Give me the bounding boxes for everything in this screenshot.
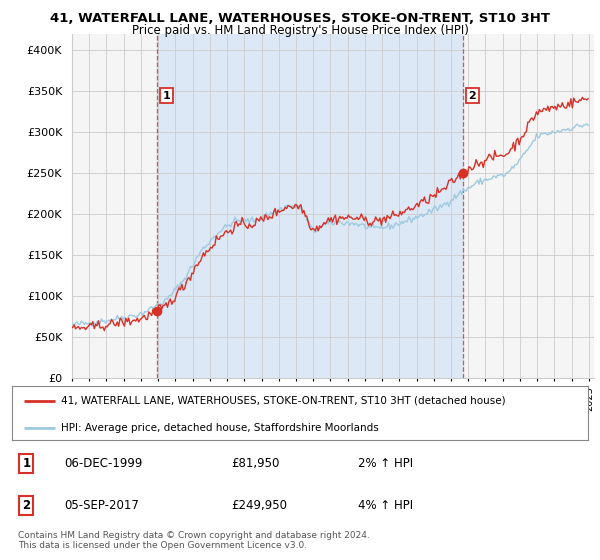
Text: Price paid vs. HM Land Registry's House Price Index (HPI): Price paid vs. HM Land Registry's House … <box>131 24 469 36</box>
Text: £81,950: £81,950 <box>231 457 279 470</box>
Text: 2: 2 <box>469 91 476 101</box>
Text: 2% ↑ HPI: 2% ↑ HPI <box>358 457 413 470</box>
Text: HPI: Average price, detached house, Staffordshire Moorlands: HPI: Average price, detached house, Staf… <box>61 423 379 433</box>
Text: 1: 1 <box>22 457 31 470</box>
Text: 1: 1 <box>163 91 170 101</box>
Text: 06-DEC-1999: 06-DEC-1999 <box>64 457 142 470</box>
Text: £249,950: £249,950 <box>231 499 287 512</box>
Text: 41, WATERFALL LANE, WATERHOUSES, STOKE-ON-TRENT, ST10 3HT (detached house): 41, WATERFALL LANE, WATERHOUSES, STOKE-O… <box>61 396 506 406</box>
Text: 2: 2 <box>22 499 31 512</box>
Text: 4% ↑ HPI: 4% ↑ HPI <box>358 499 413 512</box>
Text: Contains HM Land Registry data © Crown copyright and database right 2024.
This d: Contains HM Land Registry data © Crown c… <box>18 531 370 550</box>
Bar <box>157 34 463 378</box>
Text: 05-SEP-2017: 05-SEP-2017 <box>64 499 139 512</box>
Bar <box>157 34 463 378</box>
Text: 41, WATERFALL LANE, WATERHOUSES, STOKE-ON-TRENT, ST10 3HT: 41, WATERFALL LANE, WATERHOUSES, STOKE-O… <box>50 12 550 25</box>
